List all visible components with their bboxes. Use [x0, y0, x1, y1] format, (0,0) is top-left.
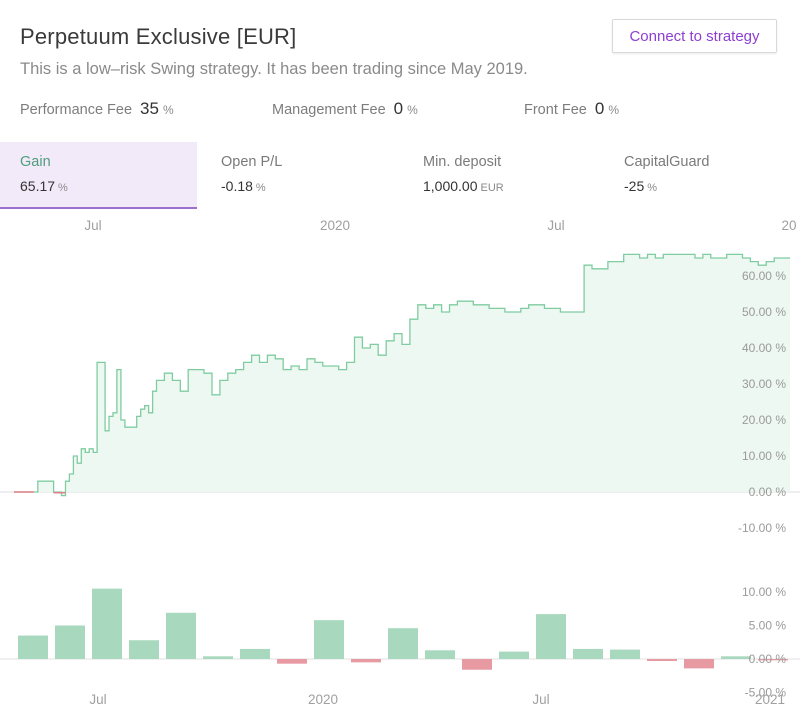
bar-y-tick-label: 10.00 %: [742, 585, 786, 599]
management-fee-value: 0: [393, 99, 404, 118]
area-x-tick-label: 20: [781, 218, 796, 233]
monthly-gain-bar: [351, 659, 381, 663]
monthly-gain-bar: [166, 612, 196, 659]
performance-fee: Performance Fee 35%: [20, 99, 174, 119]
monthly-gain-bar: [610, 649, 640, 659]
bar-y-tick-label: 5.00 %: [749, 619, 787, 633]
monthly-gain-bar: [684, 659, 714, 669]
bar-x-tick-label: 2020: [308, 692, 338, 707]
front-fee-unit: %: [608, 103, 619, 117]
monthly-gain-bar: [425, 650, 455, 659]
capitalguard-label: CapitalGuard: [624, 154, 710, 170]
performance-fee-value: 35: [140, 99, 159, 118]
area-y-tick-label: 40.00 %: [742, 341, 786, 355]
monthly-gain-bar: [721, 656, 751, 659]
area-y-tick-label: 10.00 %: [742, 449, 786, 463]
tab-min-deposit[interactable]: Min. deposit 1,000.00 EUR: [403, 142, 603, 209]
bar-y-tick-label: 0.00 %: [749, 652, 787, 666]
area-y-tick-label: -10.00 %: [738, 521, 786, 535]
area-x-tick-label: Jul: [84, 218, 101, 233]
area-x-tick-label: 2020: [320, 218, 350, 233]
min-deposit-unit: EUR: [480, 182, 504, 194]
area-y-tick-label: 0.00 %: [749, 485, 787, 499]
area-y-tick-label: 60.00 %: [742, 269, 786, 283]
bar-x-tick-label: Jul: [532, 692, 549, 707]
monthly-gain-bar-chart: -5.00 % 0.00 % 5.00 % 10.00 % Jul 2020 Jul 2021: [0, 585, 800, 707]
bar-x-tick-label: Jul: [89, 692, 106, 707]
monthly-gain-bar: [462, 659, 492, 670]
management-fee-label: Management Fee: [272, 102, 386, 118]
monthly-gain-bar: [314, 620, 344, 659]
monthly-gain-bar: [758, 659, 788, 661]
min-deposit-label: Min. deposit: [423, 154, 502, 170]
strategy-title: Perpetuum Exclusive [EUR]: [20, 24, 297, 49]
front-fee-label: Front Fee: [524, 102, 587, 118]
gain-line: [14, 253, 790, 497]
open-pl-unit: %: [255, 182, 266, 194]
area-x-tick-label: Jul: [547, 218, 564, 233]
area-y-tick-label: 50.00 %: [742, 305, 786, 319]
front-fee-value: 0: [594, 99, 605, 118]
area-y-tick-label: 30.00 %: [742, 377, 786, 391]
performance-fee-unit: %: [162, 103, 174, 117]
gain-label: Gain: [20, 154, 51, 170]
tab-capitalguard[interactable]: CapitalGuard -25%: [604, 142, 800, 209]
capitalguard-value: -25: [624, 178, 645, 194]
monthly-gain-bar: [240, 648, 270, 659]
min-deposit-value: 1,000.00: [423, 178, 478, 194]
gain-unit: %: [58, 182, 68, 194]
bar-y-tick-label: -5.00 %: [745, 686, 787, 700]
cumulative-gain-chart: Jul 2020 Jul 20 -10.00 % 0.00 % 10.00 % 20.00 %…: [0, 218, 800, 535]
monthly-gain-bar: [499, 651, 529, 659]
strategy-subtitle: This is a low–risk Swing strategy. It ha…: [20, 60, 528, 78]
management-fee: Management Fee 0%: [272, 99, 418, 119]
tab-open-pl[interactable]: Open P/L -0.18%: [201, 142, 401, 209]
management-fee-unit: %: [407, 103, 418, 117]
monthly-gain-bar: [536, 614, 566, 659]
performance-fee-label: Performance Fee: [20, 102, 133, 118]
monthly-gain-bar: [573, 648, 603, 659]
monthly-gain-bar: [647, 659, 677, 662]
monthly-gain-bar: [277, 659, 307, 664]
area-fill: [14, 254, 790, 496]
monthly-gain-bar: [55, 625, 85, 659]
monthly-gain-bar: [388, 628, 418, 659]
tab-gain[interactable]: Gain 65.17%: [0, 142, 197, 209]
capitalguard-unit: %: [647, 182, 658, 194]
monthly-gain-bar: [129, 640, 159, 659]
open-pl-value: -0.18: [221, 178, 253, 194]
open-pl-label: Open P/L: [221, 154, 283, 170]
bar-x-tick-label: 2021: [755, 692, 785, 707]
monthly-gain-bar: [92, 588, 122, 659]
negative-segment: [14, 491, 66, 494]
gain-value: 65.17: [20, 178, 56, 194]
monthly-gain-bar: [203, 656, 233, 659]
area-y-tick-label: 20.00 %: [742, 413, 786, 427]
front-fee: Front Fee 0%: [524, 99, 619, 119]
connect-to-strategy-button[interactable]: Connect to strategy: [612, 19, 777, 53]
monthly-gain-bar: [18, 635, 48, 659]
